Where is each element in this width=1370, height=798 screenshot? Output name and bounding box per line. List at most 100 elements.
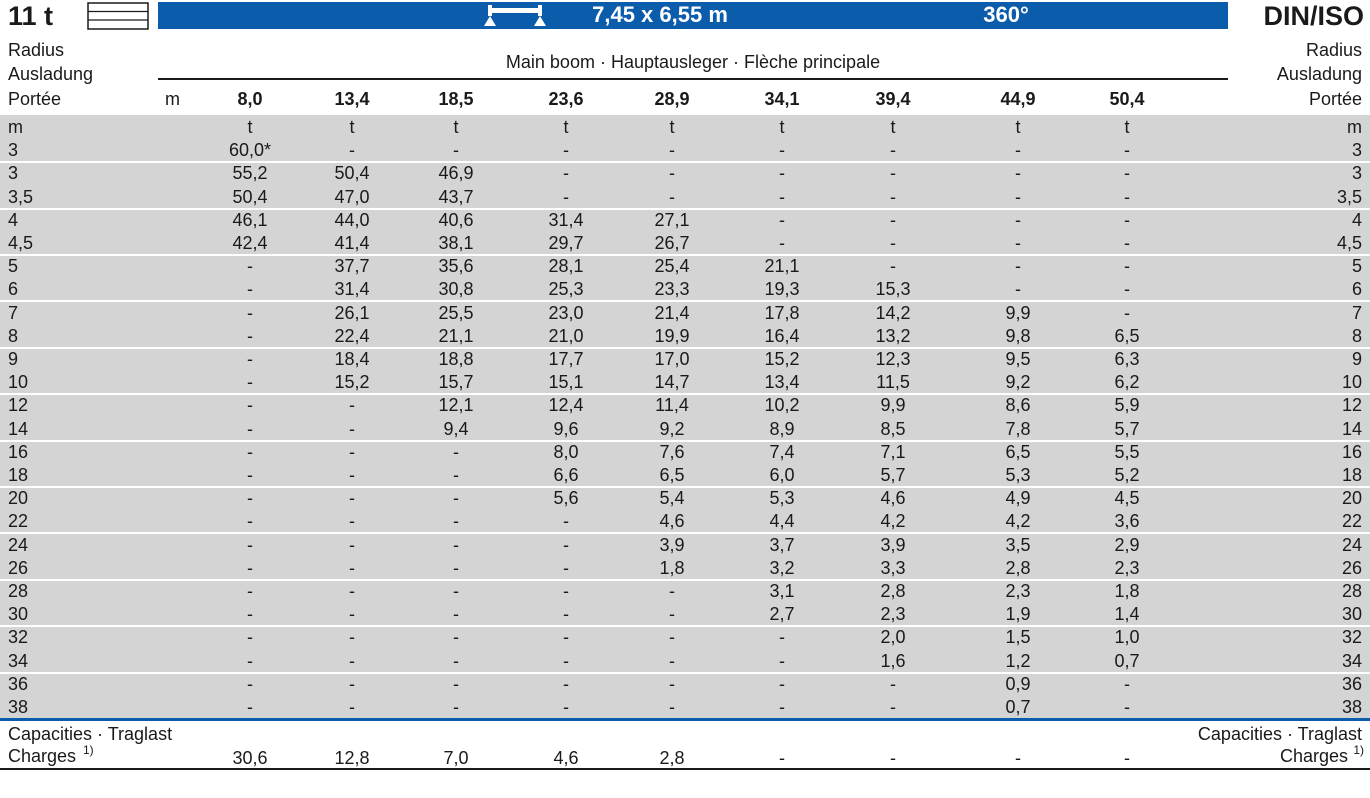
- row-separator: [0, 346, 1370, 349]
- boom-length: 18,5: [438, 89, 474, 109]
- radius: 9: [1351, 349, 1362, 369]
- footer-label: Charges: [8, 746, 77, 766]
- capacity: 2,3: [1005, 581, 1031, 601]
- radius: 9: [8, 349, 19, 369]
- capacity: 2,9: [1114, 534, 1140, 555]
- capacity: 3,2: [769, 557, 795, 578]
- capacity: 12,3: [875, 349, 911, 369]
- capacity: 47,0: [334, 186, 370, 207]
- capacity: -: [247, 256, 253, 277]
- capacity: 11,4: [655, 395, 689, 416]
- capacity: 16,4: [764, 325, 800, 346]
- capacity: -: [349, 557, 355, 578]
- capacity: 1,5: [1005, 627, 1031, 648]
- capacity: 14,2: [875, 302, 911, 323]
- capacity: -: [453, 581, 459, 601]
- radius: 20: [1341, 488, 1362, 509]
- capacity: -: [563, 534, 569, 555]
- capacity: 40,6: [438, 209, 474, 230]
- capacity: 1,8: [1114, 581, 1140, 601]
- boom-length: 23,6: [548, 89, 584, 109]
- capacity: 18,4: [334, 349, 370, 369]
- capacity: -: [349, 534, 355, 555]
- capacity: 60,0*: [228, 140, 272, 161]
- capacity: 15,3: [875, 279, 911, 300]
- capacity: -: [563, 604, 569, 625]
- radius: 24: [8, 534, 29, 555]
- radius: 34: [1341, 650, 1362, 671]
- capacity: -: [563, 627, 569, 648]
- capacity: -: [349, 511, 355, 532]
- capacity: -: [563, 140, 569, 161]
- capacity: 43,7: [438, 186, 474, 207]
- radius: 28: [8, 581, 29, 601]
- capacity: 17,7: [548, 349, 584, 369]
- capacity: 1,6: [880, 650, 906, 671]
- capacity: -: [453, 465, 459, 485]
- capacity: 7,8: [1005, 418, 1031, 439]
- capacity: 9,9: [1005, 302, 1031, 323]
- boom-label: Main boom · Hauptausleger · Flèche princ…: [505, 52, 881, 72]
- boom-length: 8,0: [237, 89, 263, 109]
- capacity: 55,2: [232, 163, 268, 184]
- boom-length: 39,4: [875, 89, 911, 109]
- capacity: 5,9: [1114, 395, 1140, 416]
- capacity: -: [247, 697, 253, 717]
- capacity: 9,5: [1005, 349, 1031, 369]
- bottom-rule: [0, 768, 1370, 770]
- capacity: -: [1124, 163, 1130, 184]
- capacity: -: [247, 395, 253, 416]
- capacity: -: [669, 650, 675, 671]
- capacity: 1,8: [659, 557, 685, 578]
- radius: 12: [1341, 395, 1362, 416]
- capacity: -: [247, 650, 253, 671]
- capacity-unit: t: [890, 117, 896, 137]
- capacity: 4,5: [1114, 488, 1140, 509]
- footer-label: Capacities · Traglast: [1197, 724, 1362, 744]
- radius: 16: [1341, 441, 1362, 462]
- capacity: -: [669, 673, 675, 694]
- capacity: -: [1015, 209, 1021, 230]
- capacity: 8,0: [553, 441, 579, 462]
- capacity: -: [453, 511, 459, 532]
- radius: 3,5: [8, 186, 34, 207]
- capacity: -: [453, 140, 459, 161]
- capacity: 6,5: [659, 465, 685, 485]
- capacity: 9,4: [443, 418, 469, 439]
- capacity: 21,1: [764, 256, 800, 277]
- capacity: -: [247, 325, 253, 346]
- capacity: 6,5: [1005, 441, 1031, 462]
- capacity-unit: t: [453, 117, 459, 137]
- capacity: -: [453, 441, 459, 462]
- footer-capacity: 30,6: [232, 748, 268, 768]
- radius: 22: [8, 511, 29, 532]
- footer-capacity: -: [779, 748, 785, 768]
- footer-note: 1): [83, 743, 94, 757]
- capacity: 6,6: [553, 465, 579, 485]
- capacity: -: [1124, 233, 1130, 253]
- capacity: 2,3: [1114, 557, 1140, 578]
- capacity: -: [1124, 209, 1130, 230]
- capacity: 9,8: [1005, 325, 1031, 346]
- footer-note: 1): [1353, 743, 1364, 757]
- capacity: -: [669, 627, 675, 648]
- capacity: -: [349, 488, 355, 509]
- capacity: -: [779, 233, 785, 253]
- row-separator: [0, 439, 1370, 442]
- capacity: 23,0: [548, 302, 584, 323]
- capacity: -: [453, 627, 459, 648]
- capacity: -: [779, 627, 785, 648]
- counterweight-icon: [87, 2, 149, 30]
- capacity: 15,2: [764, 349, 800, 369]
- capacity: -: [779, 209, 785, 230]
- capacity: 1,9: [1005, 604, 1031, 625]
- capacity: -: [890, 673, 896, 694]
- capacity: 6,2: [1114, 372, 1140, 393]
- capacity: -: [563, 697, 569, 717]
- radius: 24: [1341, 534, 1362, 555]
- capacity: 10,2: [764, 395, 800, 416]
- capacity: 50,4: [232, 186, 268, 207]
- boom-length: 50,4: [1109, 89, 1145, 109]
- capacity-unit: t: [563, 117, 569, 137]
- capacity: 35,6: [438, 256, 474, 277]
